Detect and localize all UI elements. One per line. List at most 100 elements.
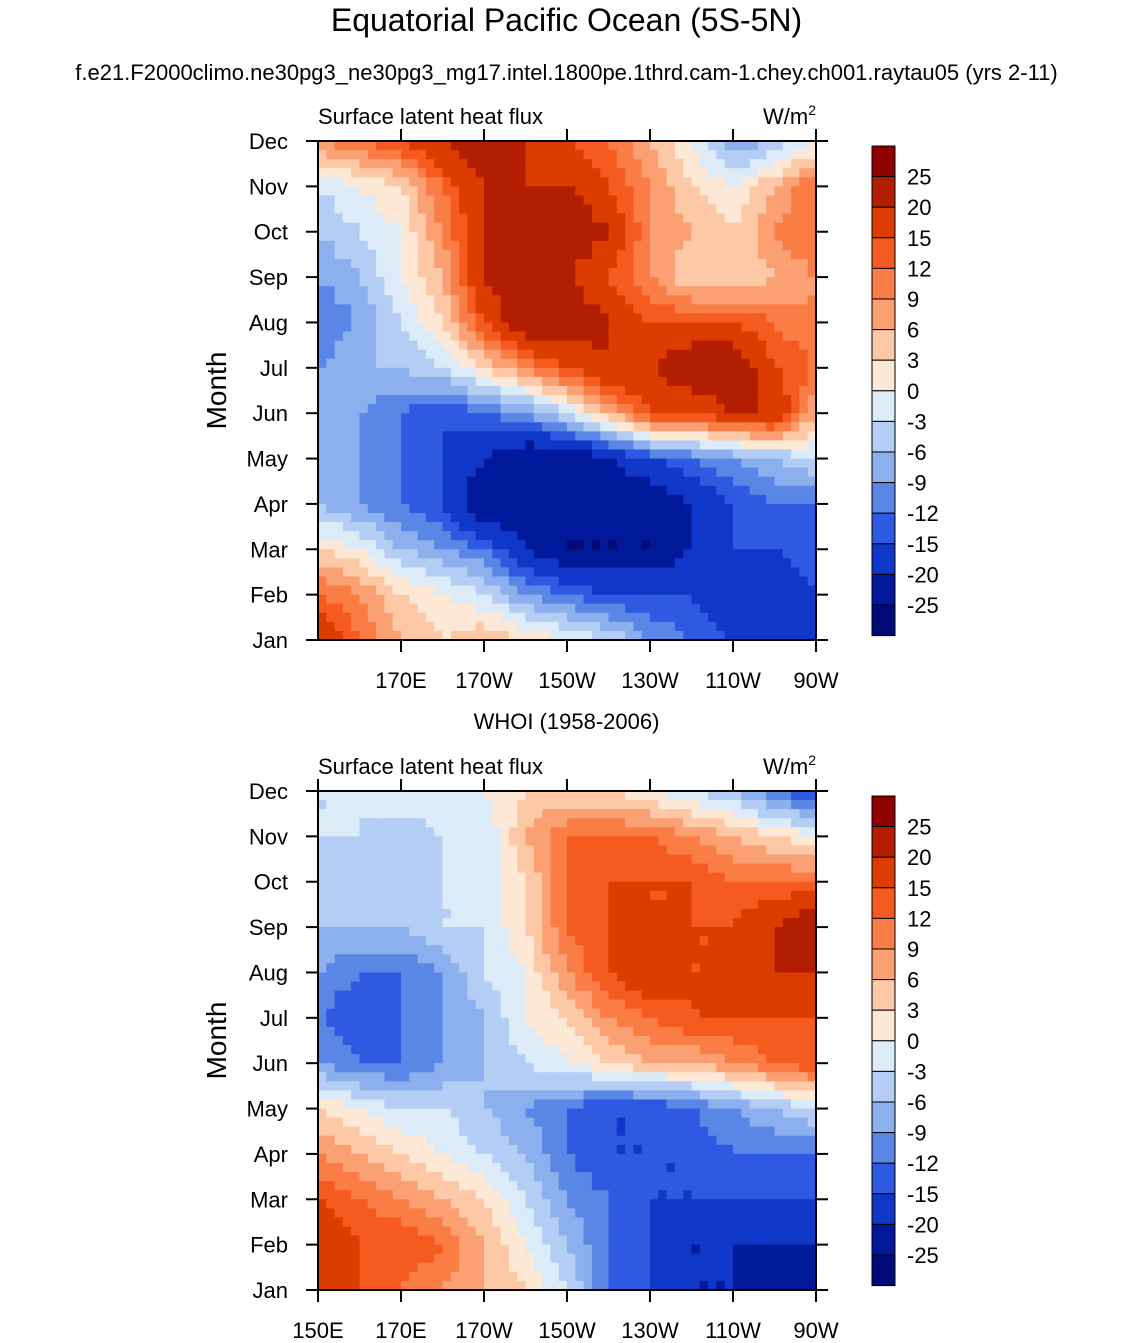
heatmap-cell: [508, 990, 518, 1001]
heatmap-cell: [708, 872, 717, 883]
heatmap-cell: [749, 331, 759, 342]
heatmap-cell: [342, 558, 352, 569]
heatmap-cell: [558, 918, 568, 928]
heatmap-cell: [683, 413, 693, 423]
heatmap-cell: [724, 963, 734, 974]
heatmap-cell: [608, 963, 618, 974]
heatmap-cell: [708, 159, 717, 169]
heatmap-cell: [525, 881, 535, 892]
heatmap-cell: [766, 503, 776, 514]
heatmap-cell: [517, 404, 527, 414]
heatmap-cell: [542, 836, 551, 847]
heatmap-cell: [459, 945, 468, 955]
heatmap-cell: [791, 204, 800, 215]
heatmap-cell: [484, 594, 493, 605]
heatmap-cell: [326, 249, 336, 260]
heatmap-cell: [500, 531, 510, 541]
heatmap-cell: [666, 863, 676, 874]
heatmap-cell: [342, 890, 352, 901]
heatmap-cell: [575, 1008, 585, 1019]
heatmap-cell: [401, 349, 410, 360]
heatmap-cell: [558, 954, 568, 964]
heatmap-cell: [558, 340, 568, 351]
heatmap-cell: [674, 890, 684, 901]
heatmap-cell: [591, 972, 601, 983]
heatmap-cell: [641, 295, 651, 305]
heatmap-cell: [625, 249, 634, 260]
heatmap-cell: [691, 945, 701, 955]
heatmap-cell: [392, 422, 402, 432]
heatmap-cell: [749, 845, 759, 856]
heatmap-cell: [716, 800, 726, 810]
heatmap-cell: [318, 990, 327, 1001]
heatmap-cell: [641, 449, 651, 460]
heatmap-cell: [674, 791, 684, 801]
heatmap-cell: [484, 1026, 493, 1037]
heatmap-cell: [342, 494, 352, 505]
heatmap-cell: [608, 585, 618, 596]
heatmap-cell: [699, 872, 709, 883]
heatmap-cell: [782, 458, 792, 469]
heatmap-cell: [757, 340, 767, 351]
heatmap-cell: [542, 349, 551, 360]
heatmap-cell: [376, 358, 385, 369]
heatmap-cell: [558, 376, 568, 387]
heatmap-cell: [326, 204, 336, 215]
heatmap-cell: [716, 231, 726, 242]
heatmap-cell: [616, 791, 626, 801]
heatmap-cell: [434, 367, 444, 378]
heatmap-cell: [351, 213, 361, 224]
heatmap-cell: [733, 168, 742, 178]
heatmap-cell: [359, 585, 369, 596]
heatmap-cell: [367, 141, 377, 151]
heatmap-cell: [533, 549, 543, 559]
heatmap-cell: [799, 936, 809, 946]
heatmap-cell: [558, 827, 568, 837]
heatmap-cell: [334, 213, 344, 224]
heatmap-cell: [409, 630, 419, 640]
heatmap-cell: [342, 376, 352, 387]
heatmap-cell: [699, 304, 709, 314]
heatmap-cell: [542, 240, 551, 251]
heatmap-cell: [500, 367, 510, 378]
heatmap-cell: [467, 972, 477, 983]
heatmap-cell: [674, 385, 684, 396]
heatmap-cell: [782, 612, 792, 623]
heatmap-cell: [409, 818, 419, 828]
heatmap-cell: [674, 331, 684, 342]
heatmap-cell: [600, 881, 610, 892]
heatmap-cell: [766, 531, 776, 541]
heatmap-cell: [625, 854, 634, 865]
heatmap-cell: [318, 258, 327, 269]
heatmap-cell: [525, 141, 535, 151]
heatmap-cell: [741, 331, 751, 342]
heatmap-cell: [459, 1008, 468, 1019]
heatmap-cell: [533, 295, 543, 305]
heatmap-cell: [500, 512, 510, 523]
heatmap-cell: [434, 349, 444, 360]
heatmap-cell: [641, 431, 651, 441]
heatmap-cell: [459, 340, 468, 351]
heatmap-cell: [633, 936, 643, 946]
heatmap-cell: [733, 827, 742, 837]
heatmap-cell: [434, 594, 444, 605]
heatmap-cell: [716, 954, 726, 964]
heatmap-cell: [376, 449, 385, 460]
heatmap-cell: [691, 854, 701, 865]
heatmap-cell: [492, 249, 502, 260]
heatmap-cell: [807, 295, 816, 305]
heatmap-cell: [666, 990, 676, 1001]
heatmap-cell: [757, 422, 767, 432]
heatmap-cell: [782, 413, 792, 423]
heatmap-cell: [326, 603, 336, 614]
heatmap-cell: [533, 908, 543, 919]
heatmap-cell: [683, 385, 693, 396]
heatmap-cell: [724, 503, 734, 514]
heatmap-cell: [782, 540, 792, 550]
heatmap-cell: [508, 431, 518, 441]
heatmap-cell: [417, 954, 427, 964]
heatmap-cell: [674, 295, 684, 305]
heatmap-cell: [409, 594, 419, 605]
heatmap-cell: [608, 358, 618, 369]
heatmap-cell: [417, 936, 427, 946]
